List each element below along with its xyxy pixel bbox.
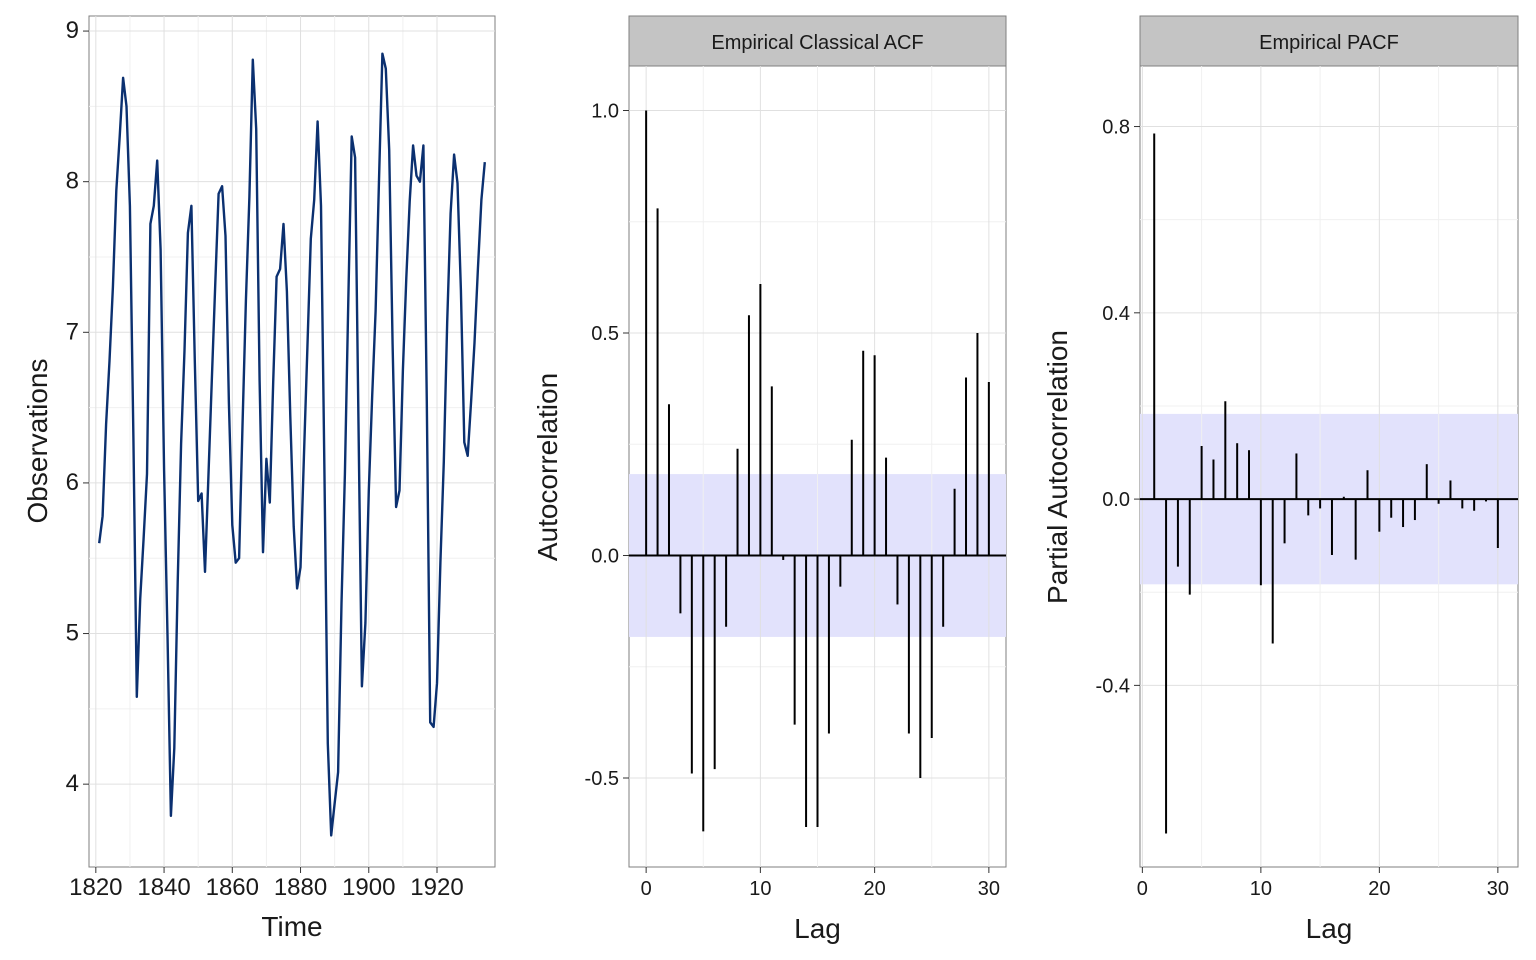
x-tick-label: 1820 <box>69 874 122 901</box>
timeseries-panel: 1820 1840 1860 1880 1900 1920 4 5 6 7 8 9 Time Obse… <box>22 15 496 942</box>
x-tick-label: 1860 <box>206 874 259 901</box>
pacf-x-axis-title: Lag <box>1306 913 1353 944</box>
timeseries-line <box>98 52 486 837</box>
acf-panel: Empirical Classical ACF 0 10 20 30 -0.5 0.0 0.… <box>532 15 1007 944</box>
x-tick-label: 20 <box>863 878 885 900</box>
y-tick-label: -0.4 <box>1096 675 1130 697</box>
x-tick-label: 30 <box>978 878 1000 900</box>
acf-bars <box>629 110 1006 832</box>
y-tick-label: 0.4 <box>1102 303 1130 325</box>
x-tick-label: 20 <box>1368 878 1390 900</box>
acf-strip-label: Empirical Classical ACF <box>711 32 923 54</box>
timeseries-x-axis-title: Time <box>261 911 322 942</box>
x-tick-label: 0 <box>641 878 652 900</box>
y-tick-label: 9 <box>66 17 79 44</box>
x-tick-label: 30 <box>1487 878 1509 900</box>
acf-x-axis-title: Lag <box>794 913 841 944</box>
timeseries-line-layer <box>98 52 486 837</box>
x-tick-label: 1920 <box>410 874 463 901</box>
y-tick-label: 4 <box>66 770 79 797</box>
pacf-tick-labels: 0 10 20 30 -0.4 0.0 0.4 0.8 <box>1096 117 1509 900</box>
y-tick-label: 0.5 <box>591 323 619 345</box>
y-tick-label: 8 <box>66 168 79 195</box>
y-tick-label: 1.0 <box>591 101 619 123</box>
y-tick-label: 0.0 <box>1102 489 1130 511</box>
pacf-y-axis-title: Partial Autocorrelation <box>1042 330 1073 604</box>
y-tick-label: 7 <box>66 318 79 345</box>
y-tick-label: 5 <box>66 620 79 647</box>
pacf-strip-background <box>1139 15 1519 67</box>
x-tick-label: 1900 <box>342 874 395 901</box>
timeseries-tick-labels: 1820 1840 1860 1880 1900 1920 4 5 6 7 8 9 <box>66 17 464 901</box>
y-tick-label: 0.0 <box>591 546 619 568</box>
acf-tick-labels: 0 10 20 30 -0.5 0.0 0.5 1.0 <box>585 101 1000 901</box>
acf-y-axis-title: Autocorrelation <box>532 373 563 561</box>
x-tick-label: 0 <box>1137 878 1148 900</box>
timeseries-y-axis-title: Observations <box>22 359 53 524</box>
pacf-panel: Empirical PACF 0 10 20 30-0.40.00.40.8 Lag … <box>1042 15 1519 944</box>
pacf-strip-label: Empirical PACF <box>1259 32 1399 54</box>
x-tick-label: 1840 <box>137 874 190 901</box>
y-tick-label: 6 <box>66 469 79 496</box>
x-tick-label: 1880 <box>274 874 327 901</box>
pacf-bars <box>1140 133 1518 834</box>
x-tick-label: 10 <box>1250 878 1272 900</box>
pacf-grid <box>1140 66 1518 867</box>
x-tick-label: 10 <box>749 878 771 900</box>
y-tick-label: -0.5 <box>585 768 619 790</box>
y-tick-label: 0.8 <box>1102 117 1130 139</box>
acf-strip-background <box>628 15 1007 67</box>
